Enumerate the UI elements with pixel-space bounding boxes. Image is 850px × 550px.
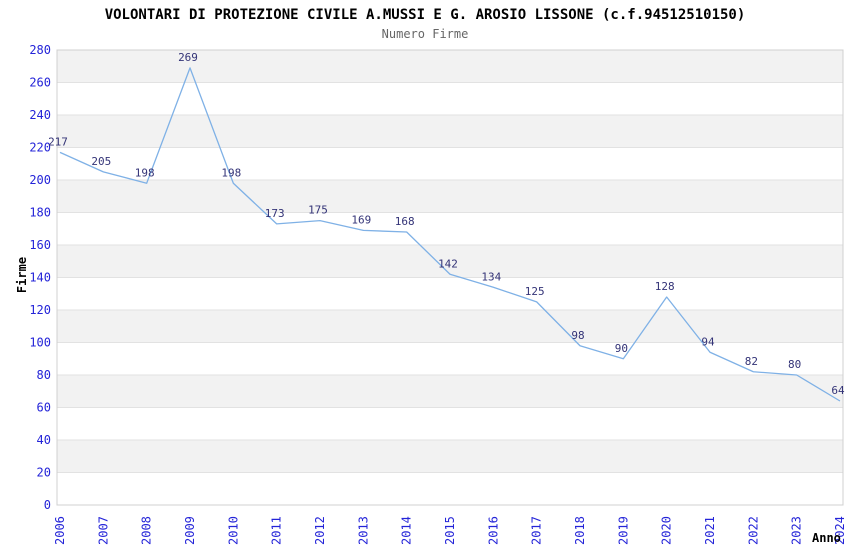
data-label: 173 (265, 207, 285, 220)
x-tick-label: 2007 (96, 516, 110, 545)
grid-band (57, 115, 843, 148)
x-tick-label: 2014 (400, 516, 414, 545)
grid-band (57, 440, 843, 473)
x-tick-label: 2011 (270, 516, 284, 545)
y-tick-label: 200 (29, 173, 51, 187)
data-label: 80 (788, 358, 801, 371)
x-axis-title: Anno (812, 531, 841, 545)
data-label: 169 (351, 213, 371, 226)
plot-border (56, 49, 844, 506)
y-tick-label: 60 (37, 401, 51, 415)
y-tick-label: 180 (29, 206, 51, 220)
x-tick-label: 2020 (660, 516, 674, 545)
y-tick-label: 120 (29, 303, 51, 317)
data-label: 128 (655, 280, 675, 293)
x-tick-label: 2015 (443, 516, 457, 545)
x-tick-label: 2019 (616, 516, 630, 545)
y-tick-label: 0 (44, 498, 51, 512)
x-tick-label: 2017 (530, 516, 544, 545)
x-tick-label: 2024 (833, 516, 847, 545)
grid-band (57, 180, 843, 213)
grid-band (57, 375, 843, 408)
data-label: 64 (831, 384, 845, 397)
y-tick-label: 100 (29, 336, 51, 350)
x-tick-label: 2022 (746, 516, 760, 545)
y-tick-label: 20 (37, 466, 51, 480)
x-tick-label: 2023 (790, 516, 804, 545)
data-label: 198 (221, 166, 241, 179)
x-tick-label: 2009 (183, 516, 197, 545)
y-tick-label: 40 (37, 433, 51, 447)
data-label: 168 (395, 215, 415, 228)
data-label: 90 (615, 342, 628, 355)
data-label: 98 (571, 329, 584, 342)
data-label: 94 (701, 335, 715, 348)
data-label: 269 (178, 51, 198, 64)
data-label: 142 (438, 257, 458, 270)
data-label: 198 (135, 166, 155, 179)
x-tick-label: 2010 (226, 516, 240, 545)
x-tick-label: 2013 (356, 516, 370, 545)
x-tick-label: 2018 (573, 516, 587, 545)
chart-subtitle: Numero Firme (381, 27, 469, 41)
data-label: 125 (525, 285, 545, 298)
y-tick-label: 260 (29, 76, 51, 90)
y-axis-title: Firme (15, 256, 29, 294)
grid-band (57, 310, 843, 343)
chart-title: VOLONTARI DI PROTEZIONE CIVILE A.MUSSI E… (104, 7, 746, 23)
x-tick-label: 2008 (140, 516, 154, 545)
data-label: 82 (745, 355, 758, 368)
y-tick-label: 160 (29, 238, 51, 252)
y-tick-label: 240 (29, 108, 51, 122)
y-tick-label: 80 (37, 368, 51, 382)
data-label: 217 (48, 135, 68, 148)
x-tick-label: 2021 (703, 516, 717, 545)
y-tick-label: 280 (29, 43, 51, 57)
x-tick-label: 2012 (313, 516, 327, 545)
x-tick-label: 2006 (53, 516, 67, 545)
grid-band (57, 245, 843, 278)
x-tick-label: 2016 (486, 516, 500, 545)
y-tick-label: 220 (29, 141, 51, 155)
data-label: 134 (481, 270, 501, 283)
grid-band (57, 50, 843, 83)
y-tick-label: 140 (29, 271, 51, 285)
data-label: 175 (308, 204, 328, 217)
series-line (59, 67, 841, 402)
data-label: 205 (91, 155, 111, 168)
